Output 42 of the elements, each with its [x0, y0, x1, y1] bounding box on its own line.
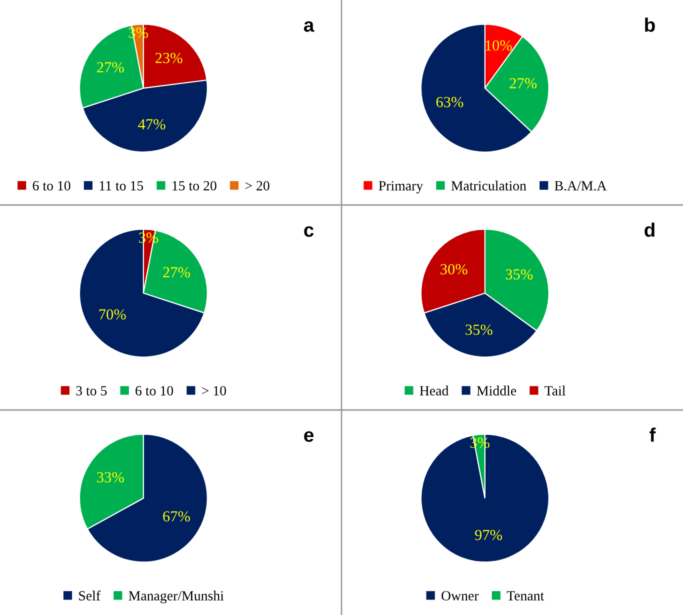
data-label: 35%: [506, 269, 533, 280]
legend-label: 15 to 20: [172, 181, 216, 190]
legend-label: Owner: [442, 591, 479, 600]
legend-label: Manager/Munshi: [128, 590, 224, 604]
pie-slice: [78, 228, 205, 358]
legend-label: 6 to 10: [32, 181, 70, 190]
data-label: 70%: [99, 309, 126, 320]
legend-label: Primary: [378, 181, 424, 194]
text: a: [304, 21, 314, 32]
text: b: [645, 18, 655, 32]
text: f: [650, 428, 656, 442]
data-label: 3%: [139, 232, 158, 243]
data-label: 23%: [155, 52, 182, 64]
data-label: 33%: [97, 472, 124, 482]
legend-label: Middle: [476, 386, 516, 396]
data-label: 30%: [440, 264, 468, 274]
legend-label: 6 to 10: [136, 386, 174, 396]
data-label: 27%: [510, 78, 537, 88]
text: d: [644, 222, 654, 237]
legend-label: Self: [79, 590, 101, 600]
data-label: 97%: [475, 530, 502, 540]
data-label: 10%: [486, 40, 512, 51]
legend-label: Matriculation: [451, 180, 526, 190]
data-label: 3%: [128, 28, 148, 38]
data-label: 35%: [466, 324, 492, 335]
legend-label: > 20: [245, 181, 270, 190]
legend-label: Tail: [544, 386, 566, 396]
data-label: 63%: [436, 96, 464, 108]
data-label: 47%: [138, 119, 166, 130]
text: c: [304, 226, 314, 237]
data-label: 67%: [163, 511, 190, 522]
legend-label: Head: [420, 386, 449, 396]
legend-label: 11 to 15: [100, 181, 144, 190]
data-label: 27%: [163, 267, 190, 278]
legend-label: Tenant: [506, 591, 544, 600]
text: e: [304, 431, 314, 442]
data-label: 27%: [97, 62, 124, 72]
legend-label: > 10: [202, 386, 226, 396]
legend-label: B.A/M.A: [554, 181, 607, 191]
pie-slice: [420, 434, 550, 563]
data-label: 3%: [470, 438, 490, 448]
legend-label: 3 to 5: [76, 386, 107, 396]
